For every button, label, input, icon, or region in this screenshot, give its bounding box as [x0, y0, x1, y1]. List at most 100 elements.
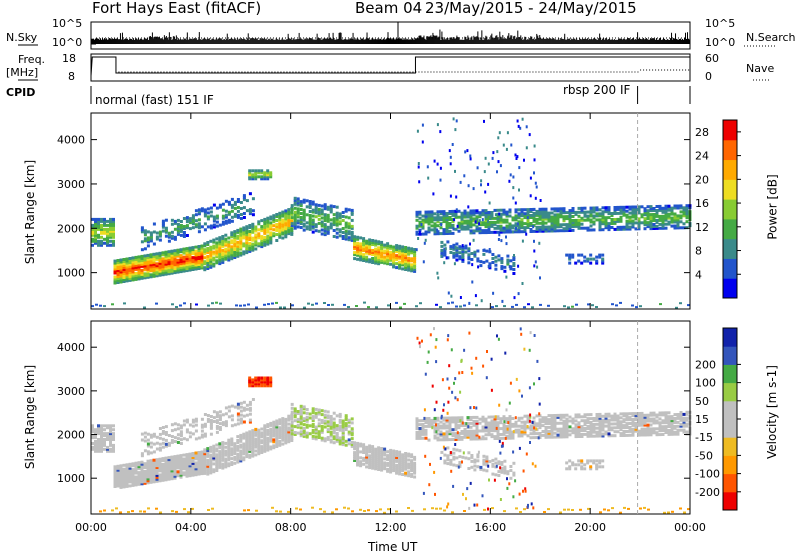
scatter-cell: [511, 216, 515, 220]
scatter-cell: [433, 434, 437, 438]
scatter-cell: [140, 240, 144, 244]
scatter-cell: [293, 200, 297, 204]
scatter-cell: [480, 299, 483, 303]
scatter-cell: [203, 262, 207, 266]
scatter-cell: [553, 223, 557, 227]
scatter-cell: [242, 434, 246, 438]
scatter-cell: [512, 258, 516, 261]
scatter-cell: [200, 244, 204, 248]
sky-bar: [131, 39, 133, 44]
scatter-cell: [197, 472, 201, 476]
scatter-cell: [215, 214, 219, 218]
sky-bar: [546, 38, 548, 44]
scatter-cell: [314, 223, 318, 227]
scatter-cell: [329, 218, 333, 222]
scatter-cell: [550, 221, 554, 225]
sky-bar: [620, 38, 622, 44]
scatter-cell: [601, 222, 605, 226]
scatter-cell: [137, 275, 141, 279]
scatter-cell: [577, 210, 581, 214]
scatter-cell: [170, 423, 174, 427]
scatter-cell: [185, 220, 189, 224]
scatter-cell: [311, 218, 315, 222]
sky-bar: [231, 38, 233, 44]
scatter-cell: [607, 216, 611, 220]
sky-bar: [670, 38, 672, 44]
scatter-cell: [454, 420, 458, 424]
scatter-cell: [109, 428, 112, 432]
scatter-cell: [415, 210, 419, 214]
scatter-cell: [106, 432, 109, 436]
scatter-cell: [471, 280, 474, 284]
sky-bar: [346, 39, 348, 44]
scatter-cell: [395, 248, 399, 252]
scatter-cell: [170, 265, 174, 269]
scatter-cell: [116, 261, 120, 264]
scatter-cell: [122, 481, 126, 485]
scatter-cell: [143, 237, 147, 241]
scatter-cell: [275, 441, 279, 445]
scatter-cell: [386, 450, 390, 454]
sky-bar: [443, 39, 445, 44]
scatter-cell: [236, 236, 240, 240]
scatter-cell: [155, 464, 159, 468]
sky-bar: [613, 39, 615, 44]
scatter-cell: [215, 206, 219, 210]
scatter-cell: [655, 210, 659, 214]
scatter-cell: [236, 230, 240, 234]
scatter-cell: [235, 304, 238, 307]
scatter-cell: [514, 424, 518, 428]
scatter-cell: [173, 227, 177, 231]
scatter-cell: [634, 213, 638, 217]
scatter-cell: [461, 244, 464, 248]
scatter-cell: [137, 273, 141, 277]
sky-bar: [622, 39, 624, 44]
scatter-cell: [173, 257, 177, 261]
sky-bar: [214, 39, 216, 44]
scatter-cell: [158, 467, 162, 471]
scatter-cell: [146, 469, 150, 473]
scatter-cell: [170, 271, 174, 275]
scatter-cell: [197, 245, 201, 248]
scatter-cell: [418, 222, 422, 226]
scatter-cell: [209, 467, 213, 471]
sky-bar: [468, 37, 470, 44]
scatter-cell: [454, 245, 457, 249]
scatter-cell: [227, 446, 231, 450]
scatter-cell: [239, 421, 243, 425]
scatter-cell: [140, 274, 144, 278]
sky-bar: [202, 38, 204, 44]
scatter-cell: [404, 454, 408, 457]
scatter-cell: [506, 131, 509, 135]
scatter-cell: [493, 425, 497, 429]
scatter-cell: [496, 218, 500, 222]
scatter-cell: [439, 438, 443, 442]
scatter-cell: [203, 222, 207, 226]
scatter-cell: [161, 470, 165, 474]
scatter-cell: [218, 240, 222, 244]
scatter-cell: [278, 235, 282, 239]
scatter-cell: [260, 169, 264, 173]
scatter-cell: [254, 449, 258, 453]
scatter-cell: [640, 221, 644, 225]
sky-bar: [244, 39, 246, 44]
scatter-cell: [427, 216, 431, 220]
scatter-cell: [323, 227, 327, 231]
scatter-cell: [302, 208, 306, 212]
scatter-cell: [224, 257, 228, 261]
scatter-cell: [119, 474, 123, 478]
scatter-cell: [407, 462, 411, 466]
scatter-cell: [535, 227, 539, 231]
scatter-cell: [619, 227, 623, 231]
sky-bar: [221, 39, 223, 44]
scatter-cell: [634, 205, 638, 209]
scatter-cell: [143, 276, 147, 280]
scatter-cell: [496, 224, 500, 228]
scatter-cell: [433, 218, 437, 222]
scatter-cell: [556, 207, 560, 211]
scatter-cell: [427, 419, 431, 422]
scatter-cell: [97, 227, 100, 231]
scatter-cell: [353, 239, 357, 243]
scatter-cell: [164, 262, 168, 266]
scatter-cell: [257, 169, 261, 173]
